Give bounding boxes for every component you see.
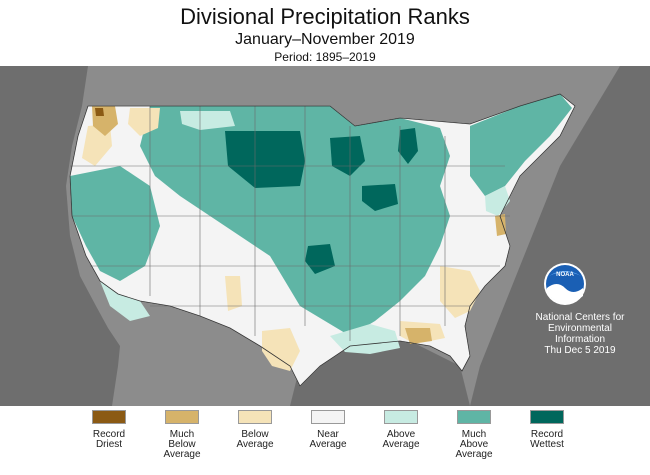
legend-item-much-below: Much Below Average xyxy=(145,410,219,460)
noaa-logo-icon: NOAA xyxy=(544,263,586,305)
period-label: Period: 1895–2019 xyxy=(274,50,376,64)
region-above-south xyxy=(330,324,400,354)
legend-label: Below Average xyxy=(236,429,274,450)
legend-item-near: Near Average xyxy=(291,410,365,450)
region-much-below-virginia xyxy=(495,214,506,236)
credit-line-2: Environmental xyxy=(548,323,612,334)
region-below-idaho xyxy=(128,108,160,136)
region-below-newmexico xyxy=(225,276,242,311)
legend-item-record-wettest: Record Wettest xyxy=(510,410,584,450)
region-much-above-central xyxy=(140,106,450,336)
legend-item-much-above: Much Above Average xyxy=(437,410,511,460)
legend-label: Above Average xyxy=(382,429,420,450)
region-record-driest-olympic xyxy=(95,108,104,116)
legend-label: Record Wettest xyxy=(530,429,564,450)
atlantic-ocean xyxy=(470,66,650,406)
legend-swatch xyxy=(311,410,345,424)
map-title: Divisional Precipitation Ranks xyxy=(180,4,470,29)
legend-item-above: Above Average xyxy=(364,410,438,450)
region-record-wettest-iowa xyxy=(362,184,398,211)
legend-swatch xyxy=(530,410,564,424)
legend-swatch xyxy=(238,410,272,424)
us-outline xyxy=(69,93,576,387)
noaa-logo-text: NOAA xyxy=(556,272,574,278)
credit-line-1: National Centers for xyxy=(535,312,625,323)
precipitation-map xyxy=(0,66,650,406)
region-above-southwest xyxy=(100,281,150,321)
legend-label: Near Average xyxy=(309,429,347,450)
credit-line-3: Information xyxy=(554,334,606,345)
region-below-texas xyxy=(262,328,300,371)
legend-item-below: Below Average xyxy=(218,410,292,450)
region-much-below-louisiana xyxy=(405,328,432,344)
legend-label: Much Below Average xyxy=(163,429,201,460)
region-above-nw xyxy=(180,111,235,130)
legend-swatch xyxy=(384,410,418,424)
legend-item-record-driest: Record Driest xyxy=(72,410,146,450)
state-borders xyxy=(70,106,510,341)
legend-label: Record Driest xyxy=(92,429,126,450)
pacific-ocean xyxy=(0,66,120,406)
legend-label: Much Above Average xyxy=(455,429,493,460)
region-record-wettest-dakotas xyxy=(225,131,305,188)
region-much-above-northeast xyxy=(470,94,572,196)
legend-swatch xyxy=(92,410,126,424)
region-much-above-west xyxy=(70,166,160,281)
credit-date: Thu Dec 5 2019 xyxy=(544,345,616,356)
region-below-southeast xyxy=(440,266,480,318)
region-record-wettest-michigan xyxy=(398,128,418,164)
legend: Record Driest Much Below Average Below Avera… xyxy=(0,410,650,472)
region-record-wettest-oklahoma xyxy=(305,244,335,274)
legend-swatch xyxy=(165,410,199,424)
credit-block: National Centers for Environmental Infor… xyxy=(518,312,642,356)
legend-swatch xyxy=(457,410,491,424)
map-subtitle: January–November 2019 xyxy=(235,31,415,48)
